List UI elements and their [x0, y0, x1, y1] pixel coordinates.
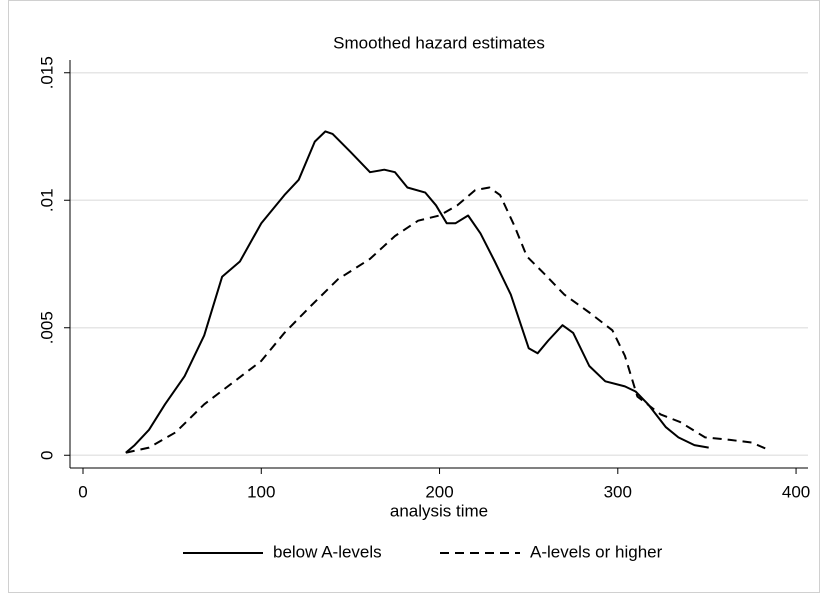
x-tick-label: 0: [78, 482, 87, 501]
x-tick-label: 200: [425, 482, 453, 501]
legend-label: A-levels or higher: [530, 542, 663, 561]
legend-label: below A-levels: [273, 542, 382, 561]
y-tick-label: .005: [37, 311, 56, 344]
chart-title: Smoothed hazard estimates: [333, 33, 545, 52]
x-axis-label: analysis time: [390, 501, 488, 520]
x-tick-label: 100: [247, 482, 275, 501]
y-tick-label: 0: [37, 451, 56, 460]
x-tick-label: 300: [604, 482, 632, 501]
y-tick-label: .015: [37, 56, 56, 89]
frame: [8, 0, 820, 593]
x-tick-label: 400: [782, 482, 810, 501]
series-line: [125, 130, 709, 454]
y-tick-label: .01: [37, 188, 56, 212]
series-line: [125, 186, 770, 454]
